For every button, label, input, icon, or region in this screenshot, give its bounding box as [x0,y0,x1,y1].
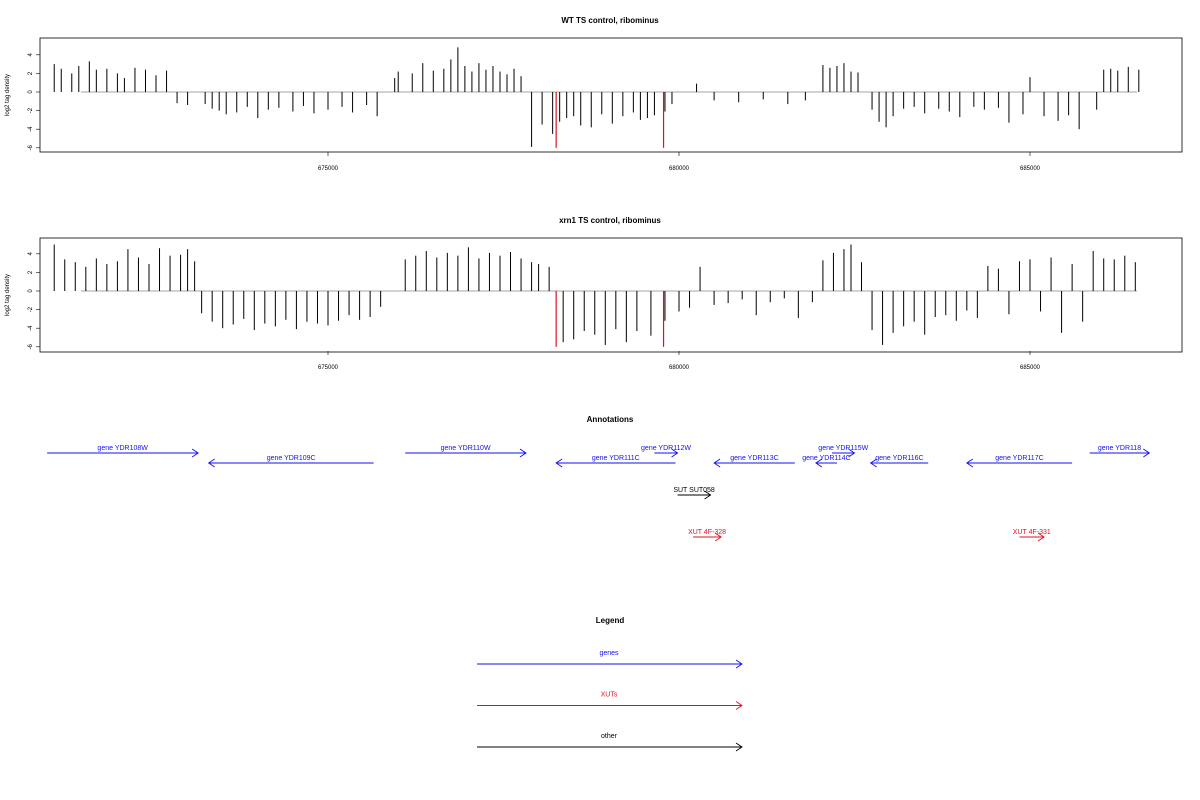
feature-label: XUT 4F-328 [688,529,726,536]
y-tick-label: 0 [28,289,34,293]
legend-arrow-head [735,742,743,752]
x-tick-label: 685000 [1020,166,1041,172]
wt-track-ylabel: log2 tag density [5,74,11,116]
y-tick-label: 0 [28,90,34,94]
x-tick-label: 675000 [318,166,339,172]
y-tick-label: 2 [28,71,34,75]
y-tick-label: -4 [28,325,34,331]
y-tick-label: -2 [28,306,34,312]
feature-label: gene YDR116C [875,455,923,462]
arrow-head [869,458,877,468]
wt-track-title: WT TS control, ribominus [561,16,659,25]
annotation-features: gene YDR108W gene YDR109C gene YDR110W gene… [47,445,1151,542]
arrow-head [713,458,721,468]
feature-label: gene YDR118 [1098,445,1141,452]
legend-arrow-head [735,659,743,669]
feature-label: gene YDR108W [97,445,148,452]
xrn1-track-ylabel: log2 tag density [5,274,11,316]
feature-label: gene YDR114C [802,455,850,462]
y-tick-label: -6 [28,144,34,150]
legend-label: other [601,733,618,740]
y-tick-label: 2 [28,270,34,274]
legend-entries: genes XUTs other [477,650,743,752]
arrow-head [207,458,215,468]
xrn1-track-title: xrn1 TS control, ribominus [559,216,661,225]
arrow-head [191,448,199,458]
arrow-head [704,490,712,500]
xrn1-track-bars [53,244,1136,347]
arrow-head [815,458,823,468]
y-tick-label: 4 [28,251,34,255]
y-tick-label: -6 [28,343,34,349]
legend-arrow-head [735,701,743,710]
arrow-head [966,458,974,468]
wt-track-panel: WT TS control, ribominus log2 tag densit… [5,16,1183,172]
xrn1-track-x-axis: 675000 680000 685000 [318,351,1041,371]
arrow-head [519,448,527,458]
feature-label: gene YDR110W [441,445,491,452]
x-tick-label: 680000 [669,166,690,172]
wt-track-y-axis: -6 -4 -2 0 2 4 [28,52,40,150]
arrow-head [1037,532,1045,542]
wt-track-bars [53,47,1140,148]
legend-label: XUTs [601,692,618,699]
annotations-title: Annotations [587,415,634,424]
wt-track-frame [39,37,1183,153]
feature-label: gene YDR109C [267,455,316,462]
feature-label: gene YDR117C [995,455,1043,462]
x-tick-label: 675000 [318,365,339,371]
y-tick-label: -2 [28,107,34,113]
feature-label: gene YDR113C [730,455,778,462]
arrow-head [848,448,856,458]
feature-label: gene YDR115W [818,445,868,452]
x-tick-label: 680000 [669,365,690,371]
legend: Legend genes XUTs other [477,616,743,752]
arrow-head [671,448,679,458]
feature-label: SUT SUT058 [673,487,715,494]
legend-label: genes [599,650,619,657]
legend-title: Legend [596,616,625,625]
x-tick-label: 685000 [1020,365,1041,371]
xrn1-track-y-axis: -6 -4 -2 0 2 4 [28,251,40,349]
xrn1-track-panel: xrn1 TS control, ribominus log2 tag dens… [5,216,1183,371]
xrn1-track-frame [39,237,1183,353]
wt-track-x-axis: 675000 680000 685000 [318,152,1041,172]
y-tick-label: -4 [28,126,34,132]
y-tick-label: 4 [28,52,34,56]
feature-label: gene YDR112W [641,445,691,452]
feature-label: gene YDR111C [592,455,640,462]
feature-label: XUT 4F-331 [1013,529,1051,536]
arrow-head [555,458,563,468]
arrow-head [1143,448,1151,458]
arrow-head [714,532,722,542]
